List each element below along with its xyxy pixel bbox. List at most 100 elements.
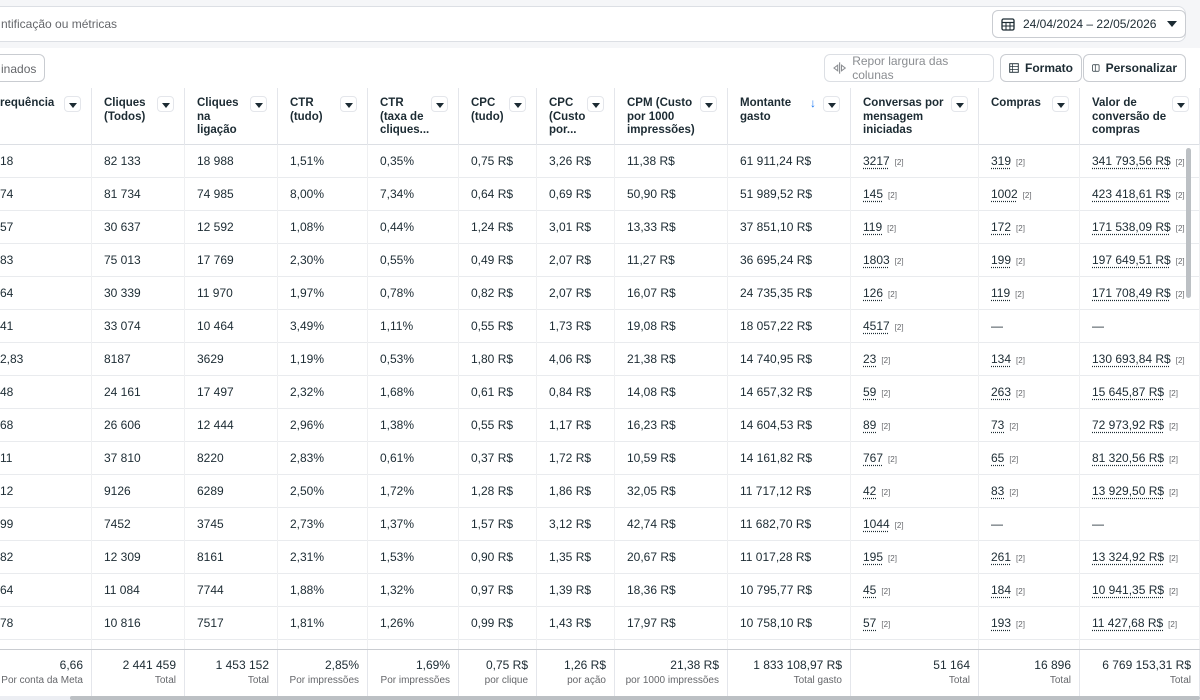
customize-button[interactable]: Personalizar bbox=[1083, 54, 1186, 82]
metric-link[interactable]: 13 929,50 R$ bbox=[1092, 484, 1165, 498]
column-menu-icon[interactable] bbox=[951, 96, 968, 112]
metric-link[interactable]: 130 693,84 R$ bbox=[1092, 352, 1171, 366]
format-button[interactable]: Formato bbox=[1000, 54, 1082, 82]
column-menu-icon[interactable] bbox=[1172, 96, 1189, 112]
metric-link[interactable]: 1002 bbox=[991, 187, 1018, 201]
table-row[interactable]: 18 82 133 18 988 1,51% 0,35% 0,75 R$ 3,26 R$ 11… bbox=[0, 145, 1200, 178]
table-cell[interactable]: 1002 [2] bbox=[979, 178, 1080, 211]
metric-link[interactable]: 261 bbox=[991, 550, 1012, 564]
table-row[interactable]: 64 11 084 7744 1,88% 1,32% 0,97 R$ 1,39 R$ 18,3… bbox=[0, 574, 1200, 607]
metric-link[interactable]: 11 427,68 R$ bbox=[1092, 616, 1164, 630]
table-cell[interactable]: 119 [2] bbox=[979, 277, 1080, 310]
metric-link[interactable]: 65 bbox=[991, 451, 1005, 465]
metric-link[interactable]: 195 bbox=[863, 550, 884, 564]
metric-link[interactable]: 319 bbox=[991, 154, 1012, 168]
table-cell[interactable]: 172 [2] bbox=[979, 211, 1080, 244]
table-row[interactable]: 68 26 606 12 444 2,96% 1,38% 0,55 R$ 1,17 R$ 16… bbox=[0, 409, 1200, 442]
table-cell[interactable]: 171 708,49 R$ [2] bbox=[1080, 277, 1200, 310]
metric-link[interactable]: 767 bbox=[863, 451, 884, 465]
vertical-scrollbar[interactable] bbox=[1186, 148, 1191, 298]
metric-link[interactable]: 4517 bbox=[863, 319, 890, 333]
column-menu-icon[interactable] bbox=[700, 96, 717, 112]
metric-link[interactable]: 83 bbox=[991, 484, 1005, 498]
table-row[interactable]: 74 81 734 74 985 8,00% 7,34% 0,64 R$ 0,69 R$ 50… bbox=[0, 178, 1200, 211]
metric-link[interactable]: 57 bbox=[863, 616, 877, 630]
metric-link[interactable]: 197 649,51 R$ bbox=[1092, 253, 1171, 267]
metric-link[interactable]: 1044 bbox=[863, 517, 890, 531]
metric-link[interactable]: 72 973,92 R$ bbox=[1092, 418, 1165, 432]
column-menu-icon[interactable] bbox=[431, 96, 448, 112]
metric-link[interactable]: 3217 bbox=[863, 154, 890, 168]
metric-link[interactable]: 199 bbox=[991, 253, 1012, 267]
table-row[interactable]: 41 33 074 10 464 3,49% 1,11% 0,55 R$ 1,73 R$ 19… bbox=[0, 310, 1200, 343]
table-cell[interactable]: 423 418,61 R$ [2] bbox=[1080, 178, 1200, 211]
column-header[interactable]: Cliques (Todos) bbox=[92, 88, 185, 145]
column-header[interactable]: CTR (tudo) bbox=[278, 88, 368, 145]
table-row[interactable]: 57 30 637 12 592 1,08% 0,44% 1,24 R$ 3,01 R$ 13… bbox=[0, 211, 1200, 244]
metric-link[interactable]: 126 bbox=[863, 286, 884, 300]
table-cell[interactable]: 19[2] bbox=[851, 640, 979, 649]
table-cell[interactable]: 45 [2] bbox=[851, 574, 979, 607]
metric-link[interactable]: 145 bbox=[863, 187, 884, 201]
table-cell[interactable]: 341 793,56 R$ [2] bbox=[1080, 145, 1200, 178]
metric-link[interactable]: 423 418,61 R$ bbox=[1092, 187, 1171, 201]
sort-descending-icon[interactable]: ↓ bbox=[810, 96, 816, 110]
table-cell[interactable]: 73 [2] bbox=[979, 409, 1080, 442]
table-cell[interactable]: 171 538,09 R$ [2] bbox=[1080, 211, 1200, 244]
table-cell[interactable]: 1803 [2] bbox=[851, 244, 979, 277]
table-cell[interactable]: 83 [2] bbox=[979, 475, 1080, 508]
table-cell[interactable]: 199 [2] bbox=[979, 244, 1080, 277]
date-range-picker[interactable]: 24/04/2024 – 22/05/2026 bbox=[992, 10, 1186, 38]
column-header[interactable]: CTR (taxa de cliques... bbox=[368, 88, 459, 145]
column-header[interactable]: requência bbox=[0, 88, 92, 145]
table-cell[interactable]: 261 [2] bbox=[979, 541, 1080, 574]
metric-link[interactable]: 341 793,56 R$ bbox=[1092, 154, 1171, 168]
metric-link[interactable]: 171 708,49 R$ bbox=[1092, 286, 1171, 300]
metric-link[interactable]: 1803 bbox=[863, 253, 890, 267]
metric-link[interactable]: 59 bbox=[863, 385, 877, 399]
table-cell[interactable]: 1044 [2] bbox=[851, 508, 979, 541]
column-menu-icon[interactable] bbox=[64, 96, 81, 112]
table-cell[interactable]: 72 973,92 R$ [2] bbox=[1080, 409, 1200, 442]
table-cell[interactable]: 96 579,32 R$[2] bbox=[1080, 640, 1200, 649]
metric-link[interactable]: 119 bbox=[863, 220, 883, 234]
column-header[interactable]: Cliques na ligação bbox=[185, 88, 278, 145]
table-row[interactable]: 64 30 339 11 970 1,97% 0,78% 0,82 R$ 2,07 R$ 16… bbox=[0, 277, 1200, 310]
column-header[interactable]: CPM (Custo por 1000 impressões) bbox=[615, 88, 728, 145]
table-cell[interactable]: 119 [2] bbox=[851, 211, 979, 244]
table-cell[interactable]: 767 [2] bbox=[851, 442, 979, 475]
table-row[interactable]: 99 7452 3745 2,73% 1,37% 1,57 R$ 3,12 R$ 42,74 … bbox=[0, 508, 1200, 541]
table-cell[interactable]: 126 [2] bbox=[851, 277, 979, 310]
reset-column-width-button[interactable]: Repor largura das colunas bbox=[824, 54, 994, 82]
column-header[interactable]: Conversas por mensagem iniciadas bbox=[851, 88, 979, 145]
table-cell[interactable]: 195 [2] bbox=[851, 541, 979, 574]
column-header[interactable]: CPC (Custo por... bbox=[537, 88, 615, 145]
table-cell[interactable]: 23 [2] bbox=[851, 343, 979, 376]
table-row[interactable]: 82 12 309 8161 2,31% 1,53% 0,90 R$ 1,35 R$ 20,6… bbox=[0, 541, 1200, 574]
table-cell[interactable]: 42 [2] bbox=[851, 475, 979, 508]
column-menu-icon[interactable] bbox=[823, 96, 840, 112]
table-cell[interactable]: 197 649,51 R$ [2] bbox=[1080, 244, 1200, 277]
table-cell[interactable]: 10 941,35 R$ [2] bbox=[1080, 574, 1200, 607]
metric-link[interactable]: 89 bbox=[863, 418, 877, 432]
table-cell[interactable]: 13 929,50 R$ [2] bbox=[1080, 475, 1200, 508]
metric-link[interactable]: 10 941,35 R$ bbox=[1092, 583, 1165, 597]
metric-link[interactable]: 172 bbox=[991, 220, 1012, 234]
table-cell[interactable]: 13 324,92 R$ [2] bbox=[1080, 541, 1200, 574]
table-row[interactable]: 48 24 161 17 497 2,32% 1,68% 0,61 R$ 0,84 R$ 14… bbox=[0, 376, 1200, 409]
horizontal-scrollbar[interactable] bbox=[70, 696, 1200, 700]
metric-link[interactable]: 23 bbox=[863, 352, 877, 366]
table-row[interactable]: 78 10 816 7517 1,81% 1,26% 0,99 R$ 1,43 R$ 17,9… bbox=[0, 607, 1200, 640]
table-cell[interactable]: 193 [2] bbox=[979, 607, 1080, 640]
table-cell[interactable]: 65 [2] bbox=[979, 442, 1080, 475]
column-menu-icon[interactable] bbox=[509, 96, 526, 112]
metric-link[interactable]: 42 bbox=[863, 484, 877, 498]
metric-link[interactable]: 263 bbox=[991, 385, 1012, 399]
metric-link[interactable]: 193 bbox=[991, 616, 1012, 630]
metric-link[interactable]: 184 bbox=[991, 583, 1012, 597]
table-cell[interactable]: 145 [2] bbox=[851, 178, 979, 211]
table-cell[interactable]: 130 693,84 R$ [2] bbox=[1080, 343, 1200, 376]
metric-link[interactable]: 81 320,56 R$ bbox=[1092, 451, 1165, 465]
table-row[interactable]: 4720 23417 3247,96%6,82%0,52 R$0,60 R$41… bbox=[0, 640, 1200, 649]
table-cell[interactable]: 81 320,56 R$ [2] bbox=[1080, 442, 1200, 475]
